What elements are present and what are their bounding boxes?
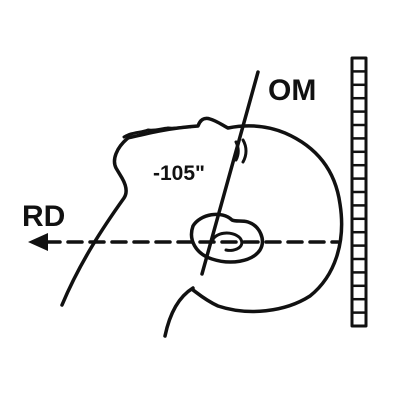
eye-mark (241, 138, 248, 164)
om-label: OM (268, 74, 316, 107)
ear (189, 212, 265, 264)
head-outline (60, 116, 344, 314)
shoulder-line (163, 286, 195, 338)
ear-inner (210, 231, 244, 252)
receptor-rungs (352, 70, 366, 314)
angle-label: -105" (153, 162, 205, 185)
rd-label: RD (22, 200, 65, 233)
face-contour (122, 125, 192, 139)
rd-arrowhead (28, 233, 48, 251)
image-receptor (350, 56, 368, 328)
